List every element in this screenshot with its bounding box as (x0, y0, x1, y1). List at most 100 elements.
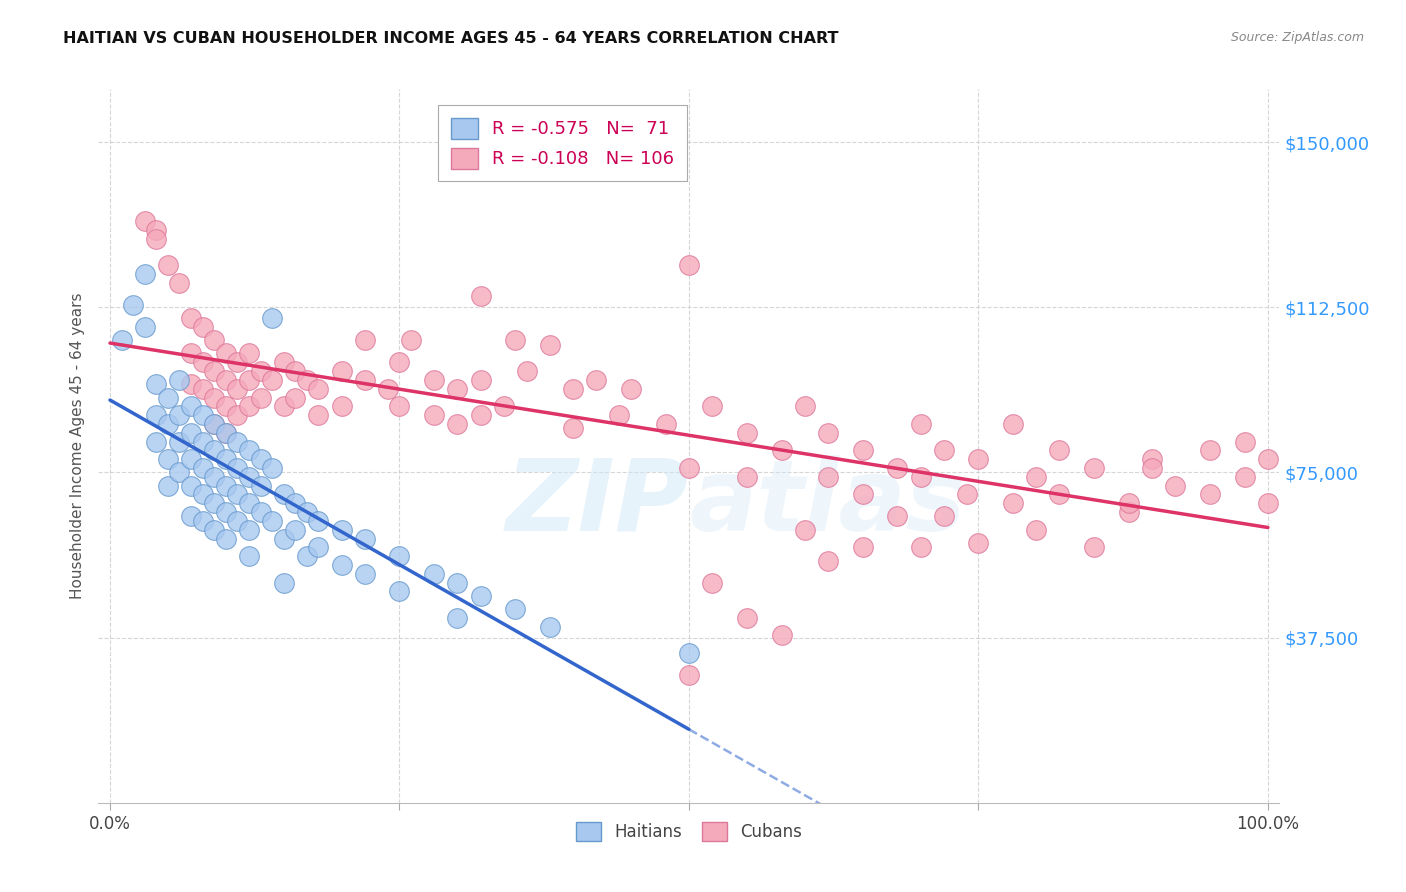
Point (202, 364, 225, 378)
Point (284, 364, 307, 378)
Point (307, 408, 329, 422)
Point (262, 373, 284, 387)
Point (956, 487, 979, 501)
Point (249, 505, 271, 519)
Point (1164, 478, 1187, 492)
Point (1233, 434, 1256, 449)
Point (886, 461, 908, 475)
Point (492, 400, 515, 414)
Point (284, 523, 307, 537)
Point (249, 478, 271, 492)
Point (817, 470, 839, 484)
Point (169, 373, 191, 387)
Point (1118, 505, 1140, 519)
Point (226, 408, 249, 422)
Point (1083, 461, 1105, 475)
Point (307, 382, 329, 396)
Point (122, 298, 145, 312)
Point (273, 532, 295, 546)
Point (446, 611, 468, 625)
Point (1233, 470, 1256, 484)
Point (585, 373, 607, 387)
Point (191, 408, 214, 422)
Point (145, 408, 167, 422)
Point (134, 267, 156, 281)
Point (1025, 470, 1047, 484)
Point (180, 311, 202, 326)
Point (307, 541, 329, 555)
Point (169, 466, 191, 480)
Point (516, 364, 538, 378)
Point (284, 496, 307, 510)
Point (238, 496, 260, 510)
Point (770, 628, 793, 642)
Point (226, 355, 249, 369)
Point (169, 434, 191, 449)
Point (353, 333, 375, 347)
Point (191, 434, 214, 449)
Point (226, 487, 249, 501)
Point (215, 532, 238, 546)
Legend: Haitians, Cubans: Haitians, Cubans (569, 815, 808, 848)
Point (423, 408, 446, 422)
Point (202, 470, 225, 484)
Point (735, 470, 758, 484)
Point (215, 478, 238, 492)
Point (273, 355, 295, 369)
Point (330, 558, 353, 572)
Point (238, 523, 260, 537)
Point (353, 532, 375, 546)
Point (215, 425, 238, 440)
Point (180, 346, 202, 360)
Point (215, 346, 238, 360)
Point (1199, 487, 1222, 501)
Point (538, 619, 561, 633)
Point (110, 333, 132, 347)
Point (852, 487, 875, 501)
Point (470, 589, 492, 603)
Point (295, 373, 318, 387)
Point (202, 391, 225, 405)
Point (202, 417, 225, 431)
Point (262, 461, 284, 475)
Point (1140, 461, 1163, 475)
Point (446, 417, 468, 431)
Point (226, 382, 249, 396)
Point (215, 505, 238, 519)
Point (226, 461, 249, 475)
Point (156, 259, 179, 273)
Point (538, 337, 561, 351)
Point (353, 566, 375, 581)
Point (134, 214, 156, 228)
Point (273, 400, 295, 414)
Point (202, 443, 225, 458)
Point (503, 602, 526, 616)
Point (238, 470, 260, 484)
Point (202, 417, 225, 431)
Point (330, 400, 353, 414)
Point (470, 373, 492, 387)
Point (156, 417, 179, 431)
Point (191, 514, 214, 528)
Point (249, 452, 271, 467)
Point (1257, 496, 1279, 510)
Point (388, 400, 411, 414)
Point (1049, 443, 1071, 458)
Point (215, 452, 238, 467)
Point (1083, 541, 1105, 555)
Point (1118, 496, 1140, 510)
Point (307, 514, 329, 528)
Point (273, 487, 295, 501)
Point (793, 400, 815, 414)
Point (180, 425, 202, 440)
Point (770, 443, 793, 458)
Point (238, 549, 260, 563)
Point (295, 505, 318, 519)
Point (156, 478, 179, 492)
Point (202, 333, 225, 347)
Point (470, 289, 492, 303)
Point (191, 461, 214, 475)
Point (191, 355, 214, 369)
Point (238, 373, 260, 387)
Point (910, 541, 932, 555)
